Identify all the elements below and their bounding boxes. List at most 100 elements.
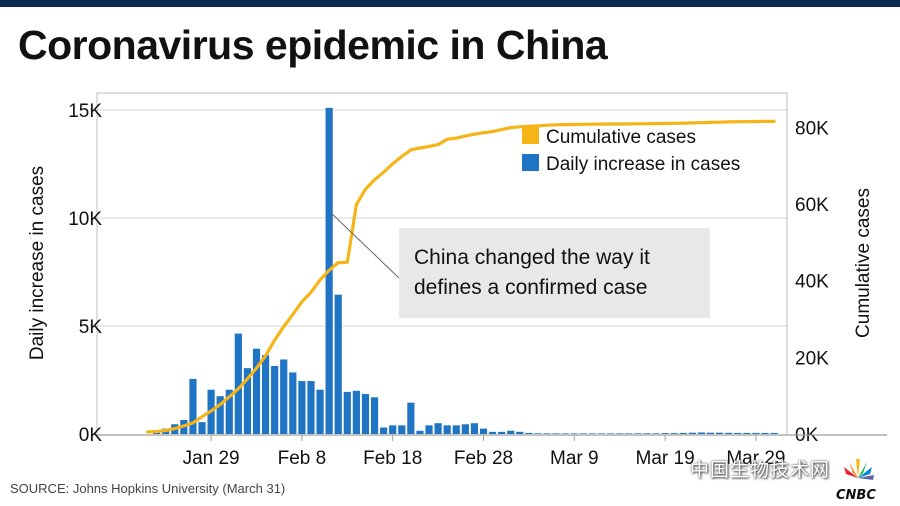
daily-bar	[479, 428, 488, 434]
y-tick-label-right: 20K	[795, 348, 829, 369]
callout-text-line-1: China changed the way it	[414, 246, 650, 269]
daily-bar	[380, 427, 388, 434]
daily-bar	[661, 433, 669, 434]
y-tick-label-left: 15K	[68, 101, 102, 122]
daily-bar	[752, 432, 760, 434]
daily-bar	[579, 433, 587, 434]
legend-label-cumulative: Cumulative cases	[546, 127, 696, 148]
y-tick-label-left: 5K	[79, 317, 103, 338]
y-axis-left-label: Daily increase in cases	[27, 166, 48, 360]
daily-bar	[461, 424, 469, 434]
daily-bar	[643, 433, 651, 434]
daily-bar	[652, 433, 660, 434]
cnbc-logo	[844, 459, 874, 480]
daily-bar	[407, 402, 415, 434]
daily-bar	[189, 378, 197, 434]
daily-bar	[271, 365, 279, 434]
y-tick-label-right: 40K	[795, 272, 829, 293]
cumulative-line-group	[145, 119, 776, 434]
cnbc-logo-label: CNBC	[836, 488, 876, 503]
cumulative-line	[145, 119, 776, 434]
daily-bar	[307, 381, 315, 434]
daily-bar	[670, 433, 678, 434]
x-tick-label: Mar 29	[726, 448, 785, 469]
daily-bar	[280, 359, 288, 434]
y-tick-label-right: 80K	[795, 118, 829, 139]
daily-bar	[706, 432, 715, 434]
daily-bar	[534, 433, 542, 434]
daily-bar	[770, 432, 778, 434]
daily-bar	[252, 348, 261, 434]
x-tick-label: Mar 9	[550, 448, 599, 469]
daily-bar	[334, 294, 342, 434]
legend: Cumulative cases Daily increase in cases	[522, 127, 740, 175]
legend-label-daily: Daily increase in cases	[546, 154, 740, 175]
x-tick-label: Jan 29	[183, 448, 240, 469]
daily-bar	[597, 433, 606, 434]
callout-text-line-2: defines a confirmed case	[414, 276, 647, 299]
daily-bar	[761, 432, 769, 434]
x-tick-label: Feb 18	[363, 448, 422, 469]
page-title: Coronavirus epidemic in China	[18, 22, 608, 68]
grid-lines	[97, 109, 787, 327]
daily-bar	[298, 381, 306, 434]
daily-bar	[352, 390, 360, 434]
daily-bar	[725, 432, 733, 434]
daily-bar	[452, 425, 460, 434]
y-tick-label-left: 10K	[68, 209, 102, 230]
top-bar	[0, 0, 900, 7]
daily-bar	[416, 430, 424, 434]
daily-bar	[734, 432, 742, 434]
daily-bar	[316, 389, 324, 434]
callout-pointer	[330, 212, 400, 279]
daily-bar	[289, 372, 297, 434]
daily-bar	[343, 391, 351, 434]
callout-box	[399, 228, 710, 318]
daily-bar	[470, 423, 479, 434]
daily-bar	[443, 425, 451, 434]
daily-bar	[543, 433, 551, 434]
watermark: 中国生物技术网	[690, 459, 831, 481]
daily-bar	[488, 431, 497, 434]
daily-bar	[570, 433, 578, 434]
legend-swatch-daily	[522, 154, 539, 171]
daily-bar	[216, 396, 224, 434]
source-note: SOURCE: Johns Hopkins University (March …	[10, 481, 286, 496]
y-axis-right-label: Cumulative cases	[853, 188, 874, 338]
daily-bar	[225, 389, 233, 434]
daily-bar	[243, 368, 252, 434]
daily-bar	[389, 425, 397, 434]
x-tick-label: Feb 8	[278, 448, 327, 469]
daily-bar	[743, 432, 751, 434]
daily-bar	[507, 430, 515, 434]
daily-bar	[516, 431, 524, 434]
daily-bar	[607, 433, 615, 434]
daily-bar	[552, 433, 560, 434]
daily-bar	[525, 432, 533, 434]
y-tick-label-left: 0K	[79, 425, 103, 446]
daily-bar	[398, 425, 406, 434]
legend-swatch-cumulative	[522, 127, 539, 144]
daily-bar	[616, 433, 624, 434]
daily-bar	[425, 425, 433, 434]
daily-bar	[498, 431, 506, 434]
daily-bar	[198, 422, 206, 434]
daily-bar	[261, 355, 270, 434]
daily-bar	[561, 433, 569, 434]
daily-bar	[434, 423, 442, 434]
daily-bar	[370, 397, 379, 434]
x-tick-label: Feb 28	[454, 448, 513, 469]
y-tick-label-right: 60K	[795, 195, 829, 216]
daily-bar	[697, 432, 706, 434]
daily-bar	[588, 433, 597, 434]
x-tick-label: Mar 19	[636, 448, 695, 469]
daily-bar	[715, 432, 724, 434]
daily-bar	[361, 394, 370, 434]
daily-bar	[234, 333, 242, 434]
daily-bar	[688, 432, 696, 434]
daily-bar	[634, 433, 642, 434]
daily-bar	[625, 433, 633, 434]
daily-bar	[679, 432, 687, 434]
